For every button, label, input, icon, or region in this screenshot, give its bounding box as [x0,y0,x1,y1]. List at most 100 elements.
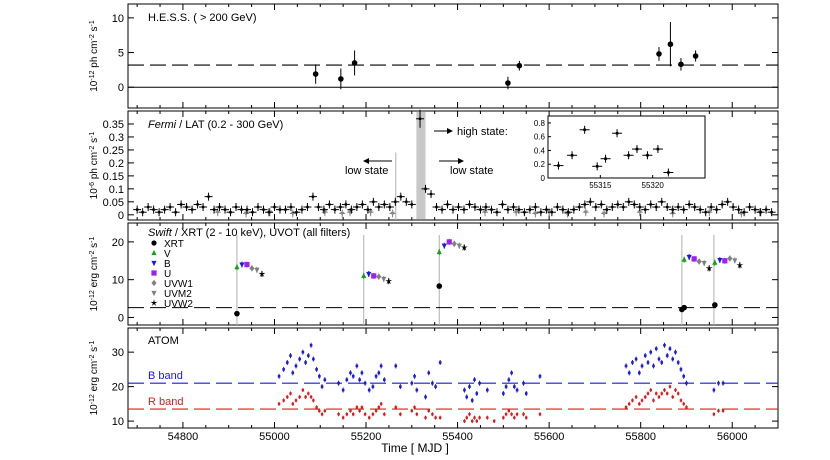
legend-marker-xrt [151,240,157,246]
uvot-uvm2-point [381,275,387,283]
inset-point [553,161,564,170]
high-state-band [416,112,426,219]
fermi-point [470,203,479,212]
legend-marker-uvw2 [150,299,158,306]
fermi-point [204,192,213,201]
fermi-point [149,205,158,214]
r-band-point-marker [468,413,471,416]
fermi-point [624,197,633,206]
r-band-point [660,391,663,396]
r-band-point [394,405,397,410]
fermi-point [292,208,301,217]
fermi-point-marker [212,208,216,211]
fermi-point-marker [256,205,260,209]
b-band-point [371,384,375,390]
b-band-point-marker [538,374,542,378]
uvot-uvm2-point [456,242,462,249]
b-band-point-marker [679,368,683,371]
b-band-point-marker [427,371,431,375]
uvot-u-point-marker [446,239,452,245]
r-band-point [502,415,505,420]
r-band-label: R band [148,396,183,408]
fermi-point [155,208,164,217]
b-band-point-marker [475,392,479,395]
r-band-point-marker [634,395,638,399]
fermi-point [481,203,490,212]
fermi-point [454,203,463,212]
fermi-point [243,205,252,214]
r-band-point [717,408,720,413]
b-band-point-marker [513,385,516,388]
r-band-point-marker [515,413,519,416]
fermi-point-marker [440,208,444,211]
b-band-point [515,387,519,393]
r-band-point-marker [427,409,430,412]
inset-point [642,151,653,160]
fermi-point [767,208,776,217]
fermi-title: Fermi / LAT (0.2 - 300 GeV) [148,119,283,131]
fermi-point-marker [245,208,249,211]
b-band-point-marker [307,354,310,357]
fermi-point-marker [611,205,614,209]
b-band-point-marker [465,395,469,399]
b-band-point [431,380,434,386]
r-band-point-marker [492,419,496,423]
r-band-point-marker [679,399,683,402]
low-state-right-label: low state [450,165,493,177]
fermi-point [226,208,235,217]
b-band-point-marker [304,361,307,364]
b-band-point [349,370,352,376]
fermi-point-marker [495,211,499,214]
r-band-point [668,384,672,389]
fermi-point [396,192,405,201]
uvot-uvw2-point [385,277,393,285]
y-label-text: erg cm [89,257,100,290]
fermi-upper-limit-marker [390,211,395,217]
b-band-point-marker [360,371,364,375]
b-band-point-marker [676,361,680,364]
y-tick-label: 20 [112,237,124,249]
r-band-point-marker [307,392,310,395]
uvot-uvw1-point-marker [696,258,702,265]
swift-title: Swift / XRT (2 - 10 keV), UVOT (all filt… [148,227,350,239]
fermi-point-marker [682,208,685,211]
fermi-upper-limit [389,209,396,218]
uvot-uvw2-point-marker [705,264,713,272]
fermi-point [286,203,295,212]
b-band-point-marker [668,347,672,350]
r-band-point-marker [513,416,516,419]
b-band-point [394,363,398,369]
b-band-point [638,370,641,376]
uvot-u-point [244,261,250,268]
fermi-point [745,203,754,212]
fermi-point [325,200,334,209]
uvot-u-point [446,238,452,245]
fermi-point-marker [550,211,554,214]
b-band-point-marker [524,392,528,395]
panel-frame-2 [127,222,779,326]
fermi-point [177,200,186,209]
fermi-upper-limit [482,208,489,217]
legend-marker-uvw1 [151,279,157,287]
fermi-point-marker [764,208,768,211]
b-band-point-marker [374,374,378,378]
fermi-upper-limit [564,209,571,218]
fermi-point [330,205,339,214]
r-band-point [315,405,318,410]
fermi-point [514,205,523,214]
fermi-point-marker [484,205,488,209]
fermi-point-marker [218,205,221,209]
uvot-u-point [722,257,728,264]
fermi-point-marker [306,205,309,209]
fermi-point [701,208,710,217]
b-band-point [415,387,419,393]
fermi-point [221,205,230,214]
r-band-point-marker [471,419,474,423]
fermi-point [586,197,595,206]
hess-title: H.E.S.S. ( > 200 GeV) [148,12,257,24]
r-band-point [478,415,481,420]
fermi-upper-limit-marker [637,210,642,215]
b-band-point-marker [638,371,641,375]
fermi-point-marker [457,205,460,209]
fermi-point [254,203,262,212]
